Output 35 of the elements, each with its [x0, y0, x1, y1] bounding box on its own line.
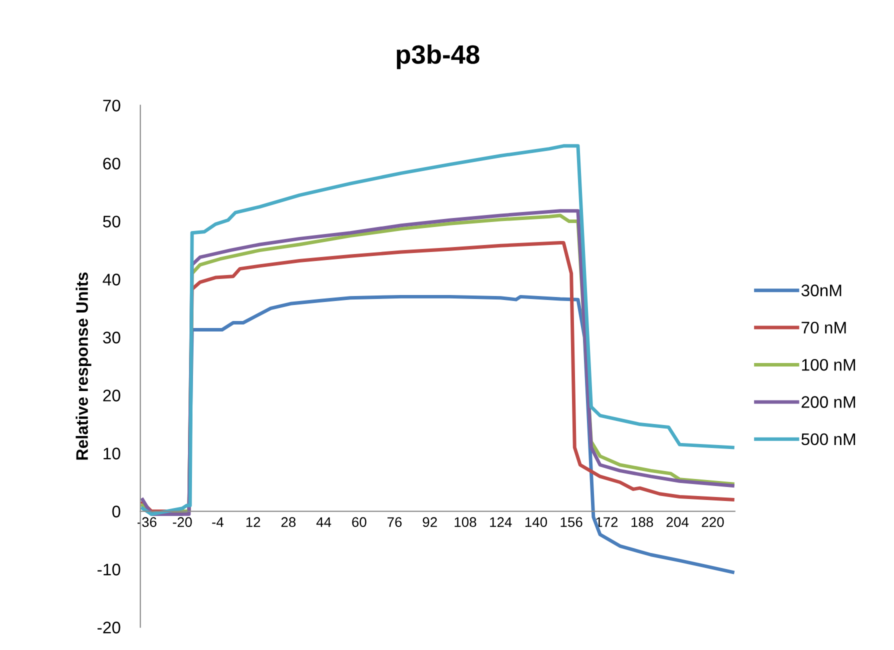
x-tick-label: 204	[666, 517, 689, 528]
y-tick-label: 10	[104, 448, 120, 460]
y-tick-label: 70	[103, 100, 120, 112]
x-tick-label: 76	[388, 517, 402, 528]
x-tick-label: 188	[632, 517, 654, 528]
x-tick-label: -36	[138, 517, 156, 528]
x-tick-label: 124	[490, 517, 512, 527]
x-tick-label: -4	[212, 517, 224, 527]
y-tick-label: 60	[103, 158, 120, 170]
legend-label: 100 nM	[802, 358, 856, 371]
y-tick-label: 50	[103, 216, 120, 228]
x-tick-label: 108	[454, 517, 476, 528]
legend-label: 200 nM	[802, 396, 856, 408]
x-tick-label: 12	[246, 517, 260, 527]
y-tick-label: 30	[103, 332, 120, 344]
legend-label: 30nM	[801, 284, 842, 296]
legend-label: 70 nM	[802, 322, 846, 334]
x-tick-label: -20	[172, 517, 192, 528]
y-tick-label: 0	[112, 506, 120, 518]
y-tick-label: 40	[102, 274, 120, 286]
y-axis-title: Relative response Units	[76, 272, 92, 460]
x-tick-label: 60	[352, 517, 366, 528]
line-series	[140, 144, 734, 516]
y-tick-label: -20	[98, 622, 120, 634]
y-tick-label: 20	[103, 390, 120, 402]
chart-title: p3b-48	[396, 44, 480, 70]
x-tick-label: 156	[560, 517, 582, 528]
x-tick-label: 140	[525, 517, 548, 528]
x-tick-label: 92	[422, 517, 437, 528]
y-tick-label: -10	[98, 564, 120, 576]
x-tick-label: 44	[316, 517, 332, 527]
x-tick-label: 172	[596, 517, 618, 527]
x-tick-label: 28	[281, 517, 296, 528]
legend-label: 500 nM	[801, 433, 856, 446]
x-tick-label: 220	[702, 517, 724, 528]
